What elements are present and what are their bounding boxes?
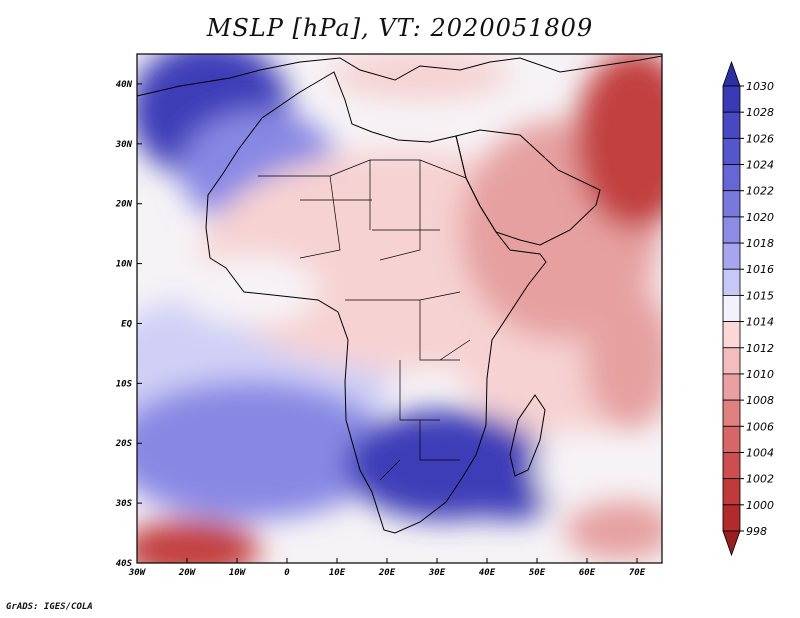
gulf-of-guinea-neutral (180, 255, 320, 325)
south-atlantic-high (137, 380, 390, 520)
colorbar-label: 1010 (746, 368, 774, 381)
y-tick-label: 10S (116, 379, 133, 389)
colorbar-label: 1006 (746, 420, 774, 433)
colorbar-swatch (722, 452, 741, 480)
colorbar-swatch (722, 321, 741, 349)
colorbar-label: 1000 (746, 499, 774, 512)
colorbar-label: 1030 (746, 80, 774, 93)
y-tick-label: 30N (115, 140, 133, 150)
colorbar-label: 1014 (746, 316, 774, 329)
colorbar-label: 1022 (746, 185, 774, 198)
colorbar-label: 1028 (746, 106, 774, 119)
colorbar-swatch (722, 347, 741, 375)
southwest-low (137, 520, 260, 563)
colorbar-label: 998 (746, 525, 767, 538)
y-tick-label: 40N (116, 80, 133, 90)
colorbar-swatch (722, 373, 741, 401)
colorbar-swatch (722, 504, 741, 532)
coastlines (137, 55, 662, 534)
colorbar-label: 1016 (746, 263, 774, 276)
y-axis: 40N 30N 20N 10N EQ 10S 20S 30S 40S (115, 80, 142, 569)
arabia-coastline (455, 129, 601, 246)
colorbar-swatch (722, 216, 741, 244)
southeast-low (565, 500, 662, 560)
map-title: MSLP [hPa], VT: 2020051809 (206, 14, 594, 42)
colorbar-label: 1024 (746, 159, 774, 172)
y-tick-label: 10N (116, 260, 133, 270)
colorbar-label: 1018 (746, 237, 774, 250)
colorbar-label: 1002 (746, 473, 774, 486)
colorbar-swatch (722, 268, 741, 296)
x-tick-label: 40E (479, 568, 496, 578)
x-tick-label: 30W (128, 568, 147, 578)
colorbar-swatch (722, 164, 741, 192)
x-tick-label: 60E (579, 568, 596, 578)
colorbar-swatch (722, 530, 741, 557)
madagascar-neutral (535, 430, 615, 510)
colorbar-swatch (722, 111, 741, 139)
colorbar-swatch (722, 242, 741, 270)
east-indian-low (585, 290, 662, 430)
x-tick-label: 70E (629, 568, 646, 578)
y-tick-label: 30S (115, 499, 133, 509)
colorbar-swatch (722, 295, 741, 322)
plot-frame (136, 53, 663, 564)
x-tick-label: 10W (229, 568, 247, 578)
madagascar-coastline (509, 394, 546, 477)
mediterranean-low (330, 54, 510, 100)
mascarene-high (460, 460, 560, 520)
colorbar-swatch (722, 85, 741, 113)
pressure-field (137, 54, 662, 563)
colorbar-swatch (722, 399, 741, 427)
colorbar-swatch (722, 478, 741, 506)
country-borders (258, 159, 471, 481)
x-tick-label: 20E (378, 568, 396, 578)
colorbar-label: 1020 (746, 211, 774, 224)
europe-coastline (137, 55, 662, 97)
y-tick-label: 40S (116, 559, 133, 569)
x-tick-label: 10E (329, 568, 346, 578)
y-tick-label: 20N (115, 200, 133, 210)
colorbar-label: 1008 (746, 394, 774, 407)
x-tick-label: 50E (529, 568, 546, 578)
colorbar-label: 1004 (746, 446, 774, 459)
y-tick-label: EQ (121, 319, 132, 329)
x-axis: 30W 20W 10W 0 10E 20E 30E 40E 50E 60E 70E (128, 558, 646, 578)
colorbar-label: 1026 (746, 132, 774, 145)
colorbar-swatch (722, 425, 741, 453)
x-tick-label: 20W (178, 568, 197, 578)
grads-credit: GrADS: IGES/COLA (6, 602, 93, 612)
colorbar: 1030 1028 1026 1024 1022 1020 1018 1016 1015 1014… (722, 60, 774, 557)
south-asia-low (575, 54, 662, 230)
x-tick-label: 0 (284, 568, 290, 578)
x-tick-label: 30E (428, 568, 446, 578)
colorbar-swatch (722, 60, 741, 87)
colorbar-label: 1012 (746, 342, 774, 355)
colorbar-label: 1015 (746, 289, 774, 302)
colorbar-swatch (722, 190, 741, 218)
y-tick-label: 20S (115, 439, 133, 449)
colorbar-swatch (722, 137, 741, 165)
